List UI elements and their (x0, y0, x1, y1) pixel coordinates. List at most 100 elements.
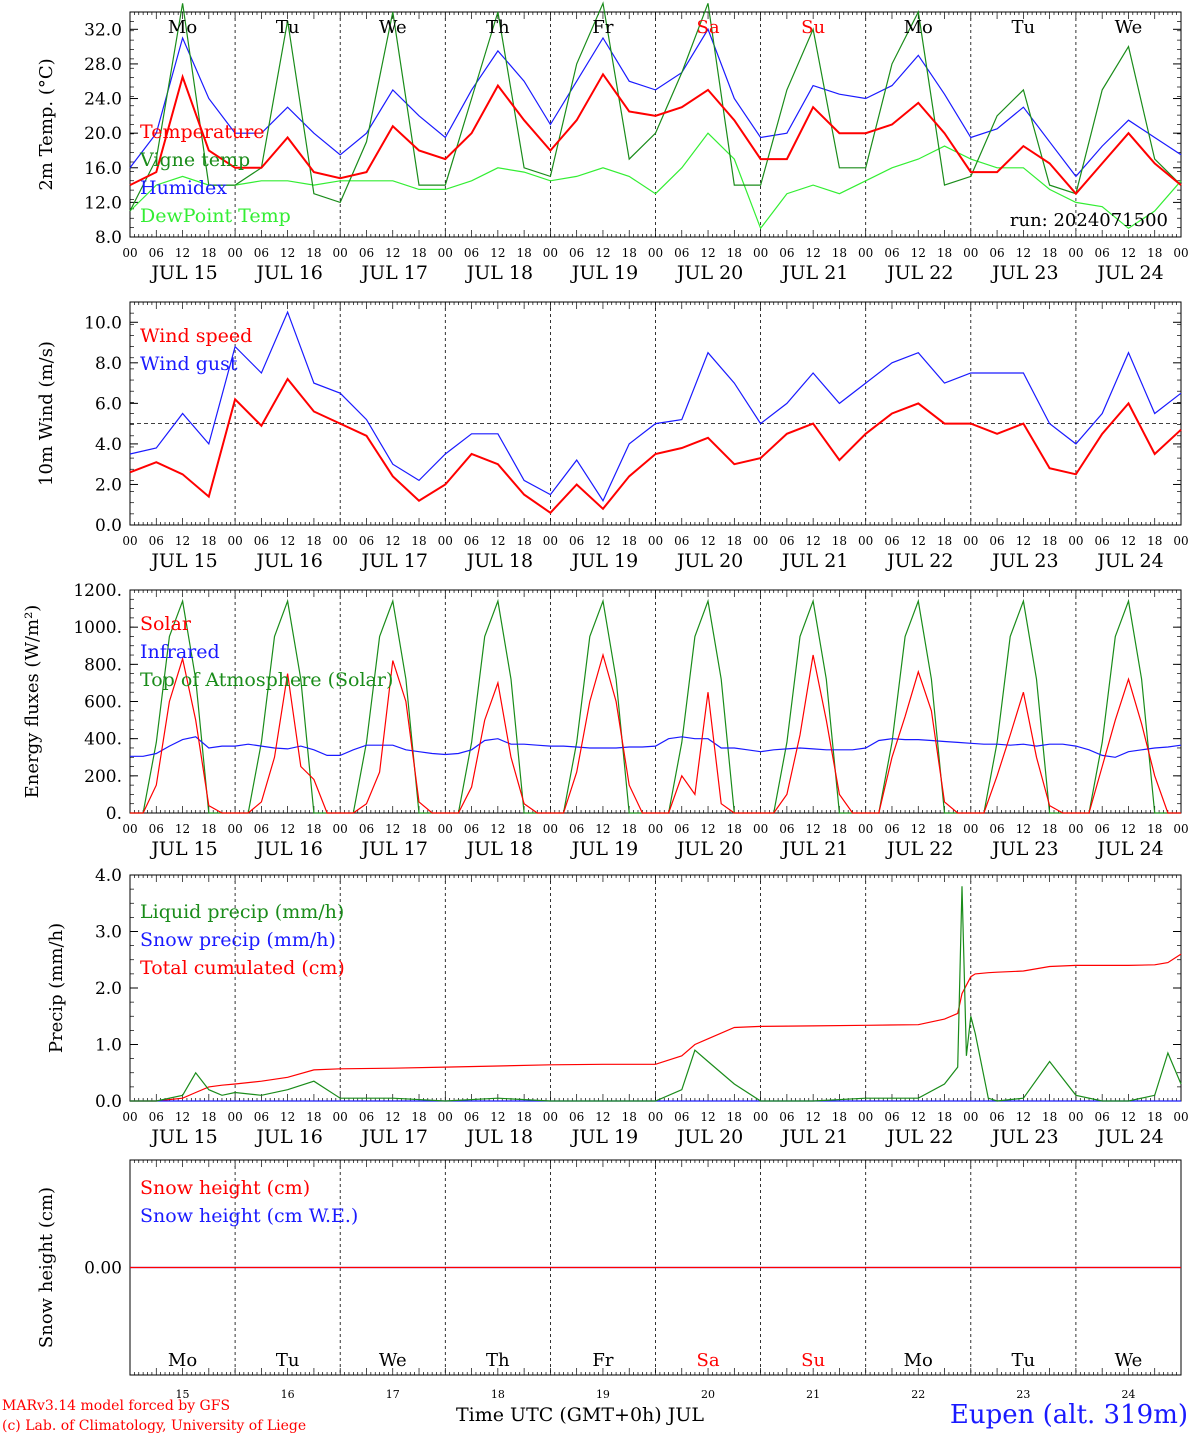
series-line (130, 886, 1182, 1102)
credit-line-model: MARv3.14 model forced by GFS (2, 1398, 231, 1414)
legend-entry: Snow height (cm) (140, 1177, 310, 1199)
hour-tick-label: 12 (911, 822, 926, 836)
date-label: JUL 20 (675, 262, 743, 284)
hour-tick-label: 12 (1121, 822, 1136, 836)
hour-tick-label: 12 (911, 1110, 926, 1124)
hour-tick-label: 06 (1095, 246, 1110, 260)
hour-tick-label: 18 (306, 534, 321, 548)
hour-tick-label: 06 (989, 1110, 1004, 1124)
hour-tick-label: 12 (385, 534, 400, 548)
hour-tick-label: 12 (490, 822, 505, 836)
y-tick-label: 0.0 (95, 516, 122, 536)
date-label: JUL 24 (1095, 262, 1163, 284)
date-label: JUL 23 (990, 838, 1058, 860)
date-label: JUL 17 (360, 262, 428, 284)
hour-tick-label: 18 (622, 534, 637, 548)
date-label: JUL 16 (254, 838, 322, 860)
y-axis-title: 2m Temp. (°C) (36, 58, 57, 190)
hour-tick-label: 00 (438, 534, 453, 548)
day-number-label: 18 (491, 1388, 505, 1401)
legend-entry: Infrared (140, 641, 220, 663)
hour-tick-label: 00 (963, 246, 978, 260)
legend-entry: Snow precip (mm/h) (140, 929, 336, 951)
panel-1: 8.0 12.0 16.0 20.0 24.0 28.0 32.0 2m Temp. (°C)… (36, 1, 1189, 284)
date-label: JUL 21 (780, 550, 848, 572)
hour-tick-label: 18 (411, 1110, 426, 1124)
hour-tick-label: 18 (622, 822, 637, 836)
series-line (129, 72, 1182, 196)
hour-tick-label: 06 (359, 1110, 374, 1124)
hour-tick-label: 18 (201, 1110, 216, 1124)
plot-frame (129, 589, 1182, 814)
hour-tick-label: 12 (806, 534, 821, 548)
hour-tick-label: 18 (1147, 246, 1162, 260)
hour-tick-label: 06 (254, 246, 269, 260)
date-label: JUL 19 (570, 262, 638, 284)
hour-tick-label: 00 (333, 822, 348, 836)
y-tick-label: 2.0 (95, 979, 122, 999)
date-label: JUL 22 (885, 1126, 953, 1148)
date-label: JUL 17 (360, 1126, 428, 1148)
hour-tick-label: 18 (622, 1110, 637, 1124)
hour-tick-label: 06 (359, 822, 374, 836)
date-label: JUL 19 (570, 838, 638, 860)
hour-tick-label: 00 (543, 534, 558, 548)
hour-tick-label: 00 (753, 822, 768, 836)
hour-tick-label: 12 (806, 1110, 821, 1124)
hour-tick-label: 18 (306, 246, 321, 260)
hour-tick-label: 18 (832, 1110, 847, 1124)
location-label: Eupen (alt. 319m) (949, 1400, 1188, 1430)
day-number-label: 21 (806, 1388, 820, 1401)
weekday-label-top: We (379, 17, 407, 38)
hour-tick-label: 12 (1016, 822, 1031, 836)
plot-frame (129, 301, 1182, 526)
date-label: JUL 20 (675, 838, 743, 860)
hour-tick-label: 06 (989, 822, 1004, 836)
hour-tick-label: 12 (490, 534, 505, 548)
weekday-label-bottom: We (379, 1350, 407, 1371)
hour-tick-label: 06 (359, 534, 374, 548)
hour-tick-label: 12 (280, 534, 295, 548)
run-annotation: run: 2024071500 (1010, 210, 1168, 231)
weekday-label-bottom: We (1115, 1350, 1143, 1371)
hour-tick-label: 06 (569, 1110, 584, 1124)
weekday-label-top: Mo (904, 17, 933, 38)
date-label: JUL 19 (570, 1126, 638, 1148)
hour-tick-label: 06 (464, 534, 479, 548)
hour-tick-label: 00 (122, 534, 137, 548)
y-tick-label: 3.0 (95, 923, 122, 943)
date-label: JUL 22 (885, 262, 953, 284)
hour-tick-label: 00 (1068, 246, 1083, 260)
hour-tick-label: 18 (201, 822, 216, 836)
date-label: JUL 18 (465, 1126, 533, 1148)
legend-entry: Solar (140, 613, 192, 635)
series-line (129, 27, 1182, 178)
day-number-label: 20 (701, 1388, 715, 1401)
hour-tick-label: 06 (149, 246, 164, 260)
date-label: JUL 24 (1095, 838, 1163, 860)
hour-tick-label: 06 (149, 534, 164, 548)
hour-tick-label: 00 (1068, 822, 1083, 836)
hour-tick-label: 12 (490, 246, 505, 260)
y-tick-label: 4.0 (95, 866, 122, 886)
date-label: JUL 17 (360, 550, 428, 572)
day-number-label: 16 (281, 1388, 295, 1401)
weekday-label-bottom: Mo (168, 1350, 197, 1371)
hour-tick-label: 00 (1173, 246, 1188, 260)
hour-tick-label: 06 (149, 822, 164, 836)
hour-tick-label: 18 (832, 822, 847, 836)
series-line (130, 652, 1181, 814)
hour-tick-label: 12 (175, 822, 190, 836)
hour-tick-label: 00 (753, 1110, 768, 1124)
hour-tick-label: 18 (937, 246, 952, 260)
hour-tick-label: 06 (884, 1110, 899, 1124)
hour-tick-label: 12 (175, 246, 190, 260)
hour-tick-label: 12 (385, 246, 400, 260)
date-label: JUL 23 (990, 550, 1058, 572)
y-axis-title: Snow height (cm) (36, 1187, 57, 1348)
hour-tick-label: 18 (1042, 822, 1057, 836)
hour-tick-label: 18 (727, 1110, 742, 1124)
hour-tick-label: 06 (779, 1110, 794, 1124)
hour-tick-label: 18 (516, 534, 531, 548)
